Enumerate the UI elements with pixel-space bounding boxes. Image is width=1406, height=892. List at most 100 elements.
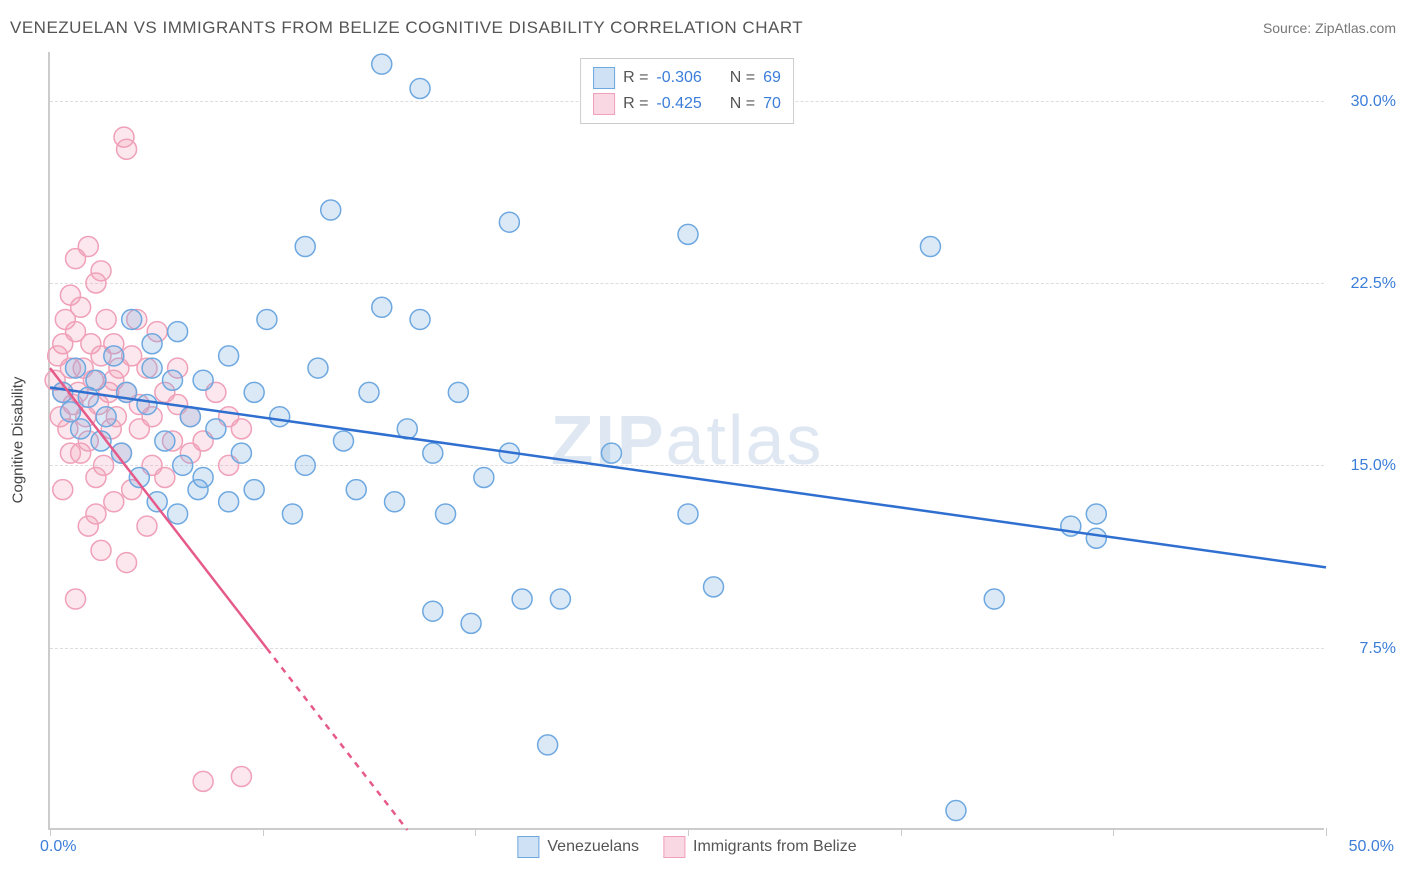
data-point: [137, 395, 157, 415]
data-point: [678, 224, 698, 244]
stat-n-value: 69: [763, 69, 781, 87]
legend-swatch: [517, 836, 539, 858]
data-point: [385, 492, 405, 512]
data-point: [423, 601, 443, 621]
data-point: [60, 443, 80, 463]
data-point: [410, 309, 430, 329]
data-point: [321, 200, 341, 220]
data-point: [257, 309, 277, 329]
x-tick: [263, 828, 264, 836]
data-point: [96, 407, 116, 427]
legend-stat-row: R = -0.306N = 69: [593, 65, 781, 91]
data-point: [410, 78, 430, 98]
data-point: [193, 467, 213, 487]
data-point: [231, 419, 251, 439]
data-point: [173, 455, 193, 475]
x-tick: [901, 828, 902, 836]
data-point: [346, 480, 366, 500]
x-tick: [475, 828, 476, 836]
y-axis-title: Cognitive Disability: [10, 377, 27, 504]
data-point: [104, 346, 124, 366]
data-point: [142, 358, 162, 378]
legend-stats: R = -0.306N = 69R = -0.425 N = 70: [580, 58, 794, 124]
data-point: [678, 504, 698, 524]
data-point: [461, 613, 481, 633]
x-tick: [1326, 828, 1327, 836]
data-point: [117, 553, 137, 573]
title-bar: VENEZUELAN VS IMMIGRANTS FROM BELIZE COG…: [10, 18, 1396, 38]
trend-line: [50, 388, 1326, 568]
data-point: [168, 504, 188, 524]
data-point: [372, 297, 392, 317]
source-label: Source: ZipAtlas.com: [1263, 20, 1396, 36]
legend-label: Venezuelans: [547, 838, 639, 856]
stat-r-value: -0.306: [656, 69, 701, 87]
data-point: [244, 480, 264, 500]
data-point: [1086, 504, 1106, 524]
data-point: [946, 801, 966, 821]
data-point: [162, 370, 182, 390]
x-tick: [688, 828, 689, 836]
data-point: [155, 467, 175, 487]
data-point: [538, 735, 558, 755]
data-point: [704, 577, 724, 597]
trend-line-extrapolated: [267, 649, 407, 830]
data-point: [96, 309, 116, 329]
data-point: [117, 139, 137, 159]
data-point: [66, 358, 86, 378]
data-point: [206, 419, 226, 439]
data-point: [78, 237, 98, 257]
legend-swatch: [663, 836, 685, 858]
data-point: [91, 261, 111, 281]
data-point: [193, 370, 213, 390]
legend-label: Immigrants from Belize: [693, 838, 857, 856]
data-point: [53, 480, 73, 500]
data-point: [512, 589, 532, 609]
legend-item: Venezuelans: [517, 836, 639, 858]
data-point: [499, 212, 519, 232]
data-point: [71, 419, 91, 439]
data-point: [71, 297, 91, 317]
data-point: [155, 431, 175, 451]
stat-r-value: -0.425: [656, 95, 701, 113]
data-point: [168, 322, 188, 342]
y-tick-label: 30.0%: [1351, 93, 1396, 111]
data-point: [94, 455, 114, 475]
plot-area: Cognitive Disability ZIPatlas 7.5%15.0%2…: [48, 52, 1324, 830]
data-point: [193, 771, 213, 791]
data-point: [122, 309, 142, 329]
data-point: [122, 346, 142, 366]
stat-r-label: R =: [623, 69, 648, 87]
data-point: [104, 492, 124, 512]
data-point: [448, 382, 468, 402]
y-tick-label: 7.5%: [1360, 640, 1396, 658]
data-point: [66, 589, 86, 609]
data-point: [244, 382, 264, 402]
data-point: [86, 504, 106, 524]
data-point: [86, 370, 106, 390]
data-point: [359, 382, 379, 402]
data-point: [295, 455, 315, 475]
data-point: [282, 504, 302, 524]
x-tick: [50, 828, 51, 836]
data-point: [142, 334, 162, 354]
x-origin-label: 0.0%: [40, 838, 76, 856]
data-point: [219, 346, 239, 366]
stat-n-value: 70: [763, 95, 781, 113]
data-point: [601, 443, 621, 463]
chart-container: VENEZUELAN VS IMMIGRANTS FROM BELIZE COG…: [0, 0, 1406, 892]
data-point: [91, 540, 111, 560]
data-point: [372, 54, 392, 74]
legend-swatch: [593, 93, 615, 115]
stat-n-label: N =: [730, 95, 755, 113]
data-point: [920, 237, 940, 257]
legend-swatch: [593, 67, 615, 89]
data-point: [333, 431, 353, 451]
x-tick: [1113, 828, 1114, 836]
data-point: [231, 443, 251, 463]
chart-svg: [50, 52, 1324, 828]
data-point: [270, 407, 290, 427]
data-point: [180, 407, 200, 427]
y-tick-label: 22.5%: [1351, 275, 1396, 293]
y-tick-label: 15.0%: [1351, 457, 1396, 475]
